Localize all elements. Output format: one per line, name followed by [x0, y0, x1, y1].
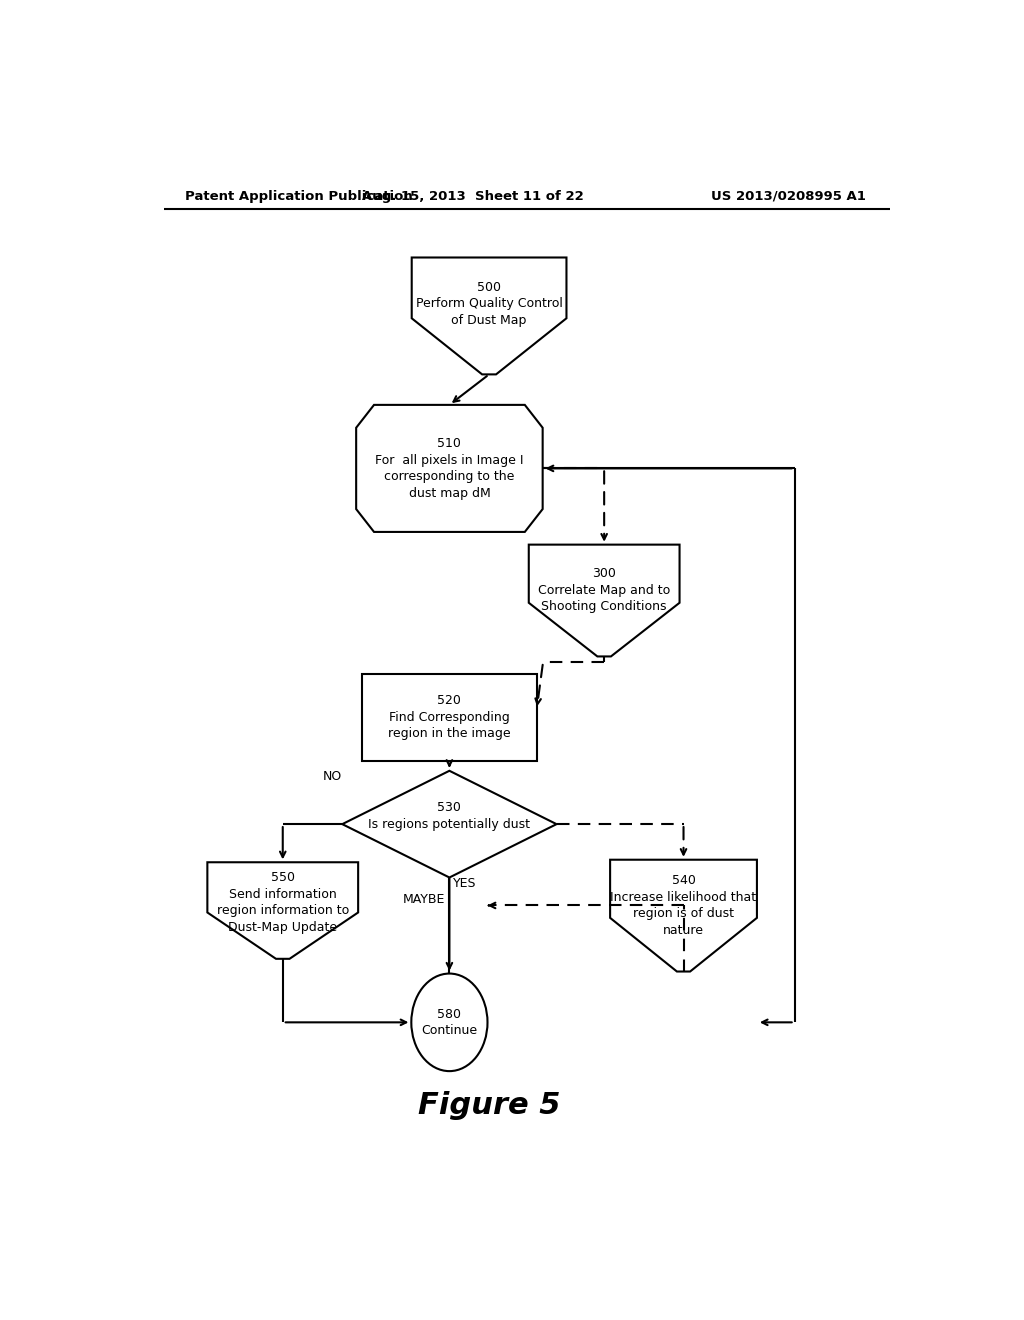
- Text: MAYBE: MAYBE: [403, 892, 445, 906]
- Text: NO: NO: [324, 771, 342, 784]
- Text: Aug. 15, 2013  Sheet 11 of 22: Aug. 15, 2013 Sheet 11 of 22: [362, 190, 584, 202]
- Polygon shape: [207, 862, 358, 958]
- Text: US 2013/0208995 A1: US 2013/0208995 A1: [712, 190, 866, 202]
- Text: 510
For  all pixels in Image I
corresponding to the
dust map dM: 510 For all pixels in Image I correspond…: [375, 437, 523, 500]
- Circle shape: [412, 974, 487, 1071]
- Text: 540
Increase likelihood that
region is of dust
nature: 540 Increase likelihood that region is o…: [610, 874, 757, 937]
- Polygon shape: [342, 771, 557, 878]
- Text: Figure 5: Figure 5: [418, 1092, 560, 1121]
- Text: Patent Application Publication: Patent Application Publication: [185, 190, 413, 202]
- Text: 500
Perform Quality Control
of Dust Map: 500 Perform Quality Control of Dust Map: [416, 281, 562, 327]
- Text: 300
Correlate Map and to
Shooting Conditions: 300 Correlate Map and to Shooting Condit…: [538, 568, 671, 614]
- Polygon shape: [356, 405, 543, 532]
- Polygon shape: [528, 545, 680, 656]
- Text: 550
Send information
region information to
Dust-Map Update: 550 Send information region information …: [217, 871, 349, 933]
- Text: 530
Is regions potentially dust: 530 Is regions potentially dust: [369, 801, 530, 830]
- Text: 580
Continue: 580 Continue: [421, 1007, 477, 1038]
- Text: YES: YES: [454, 878, 477, 890]
- Polygon shape: [412, 257, 566, 375]
- Bar: [362, 675, 537, 760]
- Text: 520
Find Corresponding
region in the image: 520 Find Corresponding region in the ima…: [388, 694, 511, 741]
- Polygon shape: [610, 859, 757, 972]
